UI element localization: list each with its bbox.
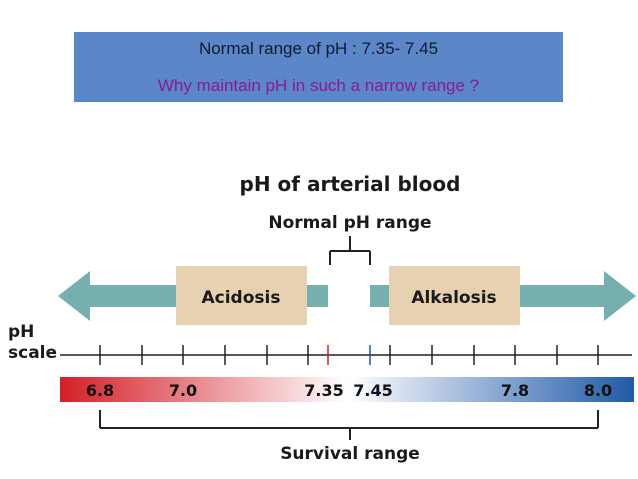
alkalosis-box — [389, 266, 520, 325]
scale-ticks — [99, 345, 599, 365]
survival-range-label: Survival range — [280, 444, 420, 464]
ph-gradient-bar — [60, 377, 634, 402]
tick-label: 6.8 — [86, 381, 114, 400]
normal-range-bracket — [329, 236, 371, 265]
narrow-range-question: Why maintain pH in such a narrow range ? — [157, 76, 480, 95]
ph-scale-label-ph: pH — [8, 322, 34, 342]
tick-label: 7.8 — [501, 381, 529, 400]
normal-range-text: Normal range of pH : 7.35- 7.45 — [198, 39, 439, 58]
alkalosis-label: Alkalosis — [411, 288, 496, 308]
tick-label: 7.45 — [353, 381, 392, 400]
banner: Normal range of pH : 7.35- 7.45 Why main… — [74, 32, 563, 102]
normal-range-label: Normal pH range — [268, 213, 431, 233]
tick-label: 8.0 — [584, 381, 612, 400]
acidosis-box — [176, 266, 307, 325]
tick-label: 7.0 — [169, 381, 197, 400]
tick-label: 7.35 — [304, 381, 343, 400]
survival-range-bracket — [99, 410, 599, 440]
acidosis-label: Acidosis — [202, 288, 281, 308]
diagram-title: pH of arterial blood — [239, 172, 461, 196]
ph-scale-label-scale: scale — [8, 343, 57, 363]
